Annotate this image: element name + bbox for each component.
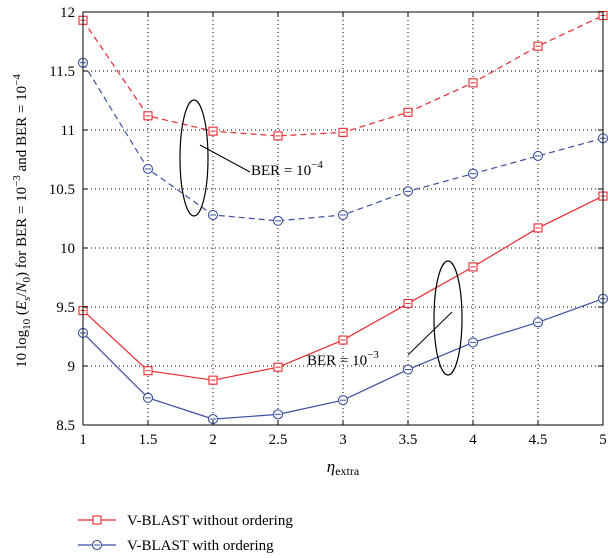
y-axis-label: 10 log10 (Es/N0) for BER = 10−3 and BER …	[11, 74, 33, 368]
y-tick-label: 9.5	[56, 300, 75, 316]
annotation-ellipse-ber-1e-4	[179, 99, 209, 217]
x-tick-label: 3.5	[399, 432, 418, 448]
legend-label-with-ordering: V-BLAST with ordering	[127, 538, 274, 554]
legend-entry-without-ordering: V-BLAST without ordering	[78, 513, 293, 529]
x-tick-label: 4	[469, 432, 477, 448]
annotation-label-ber-1e-4: BER = 10−4	[251, 159, 323, 179]
y-tick-label: 10.5	[49, 182, 75, 198]
legend-marker-square	[92, 515, 102, 525]
y-tick-label: 12	[60, 5, 75, 21]
x-tick-label: 2	[209, 432, 217, 448]
x-tick-label: 2.5	[269, 432, 288, 448]
annotation-ellipse-ber-1e-3	[433, 260, 463, 376]
x-tick-label: 1	[79, 432, 87, 448]
x-tick-label: 3	[339, 432, 347, 448]
y-tick-label: 9	[68, 359, 76, 375]
annotation-label-ber-1e-3: BER = 10−3	[307, 349, 379, 369]
annotation-ber-1e-3: BER = 10−3	[307, 260, 463, 376]
annotation-ber-1e-4: BER = 10−4	[179, 99, 323, 217]
series-layer	[77, 10, 608, 425]
y-tick-label: 11	[61, 123, 75, 139]
annotation-leader-ber-1e-3	[407, 311, 453, 356]
y-tick-label: 8.5	[56, 418, 75, 434]
y-tick-label: 11.5	[49, 64, 75, 80]
legend: V-BLAST without ordering V-BLAST with or…	[78, 513, 293, 554]
x-tick-label: 5	[599, 432, 607, 448]
y-tick-label: 10	[60, 241, 75, 257]
annotation-leader-ber-1e-4	[199, 144, 251, 173]
legend-label-without-ordering: V-BLAST without ordering	[127, 513, 293, 529]
x-tick-label: 1.5	[139, 432, 158, 448]
legend-entry-with-ordering: V-BLAST with ordering	[78, 538, 274, 554]
x-axis-label: ηextra	[327, 457, 360, 478]
x-tick-label: 4.5	[529, 432, 548, 448]
